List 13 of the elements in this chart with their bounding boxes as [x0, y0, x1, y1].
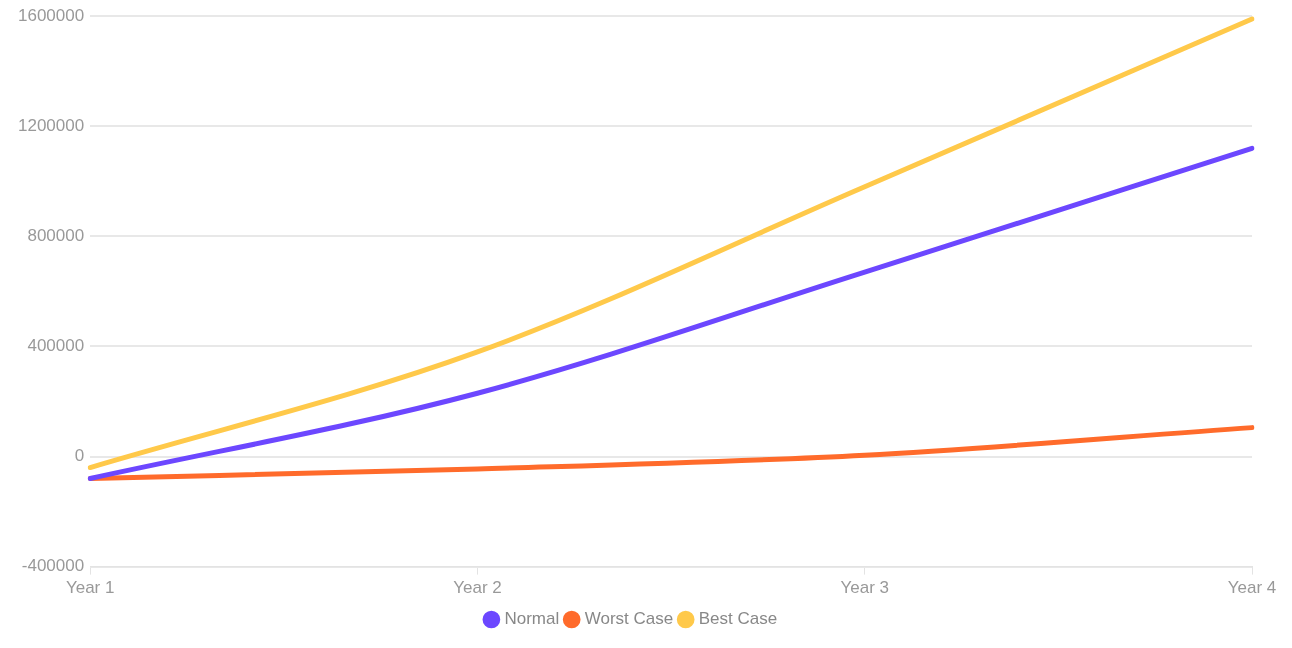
legend-label: Normal — [504, 609, 560, 629]
x-tick-label: Year 1 — [65, 578, 115, 598]
x-tick-label: Year 2 — [453, 578, 502, 598]
y-tick-label: -400000 — [21, 556, 85, 576]
legend-label: Worst Case — [584, 609, 674, 629]
x-tick-label: Year 3 — [840, 578, 889, 598]
x-tick-label: Year 4 — [1227, 578, 1277, 598]
y-tick-label: 1200000 — [17, 115, 85, 135]
y-tick-label: 0 — [74, 446, 85, 466]
legend-label: Best Case — [698, 609, 778, 629]
y-tick-label: 1600000 — [17, 5, 85, 25]
y-tick-label: 400000 — [27, 336, 85, 356]
y-tick-label: 800000 — [27, 226, 85, 246]
